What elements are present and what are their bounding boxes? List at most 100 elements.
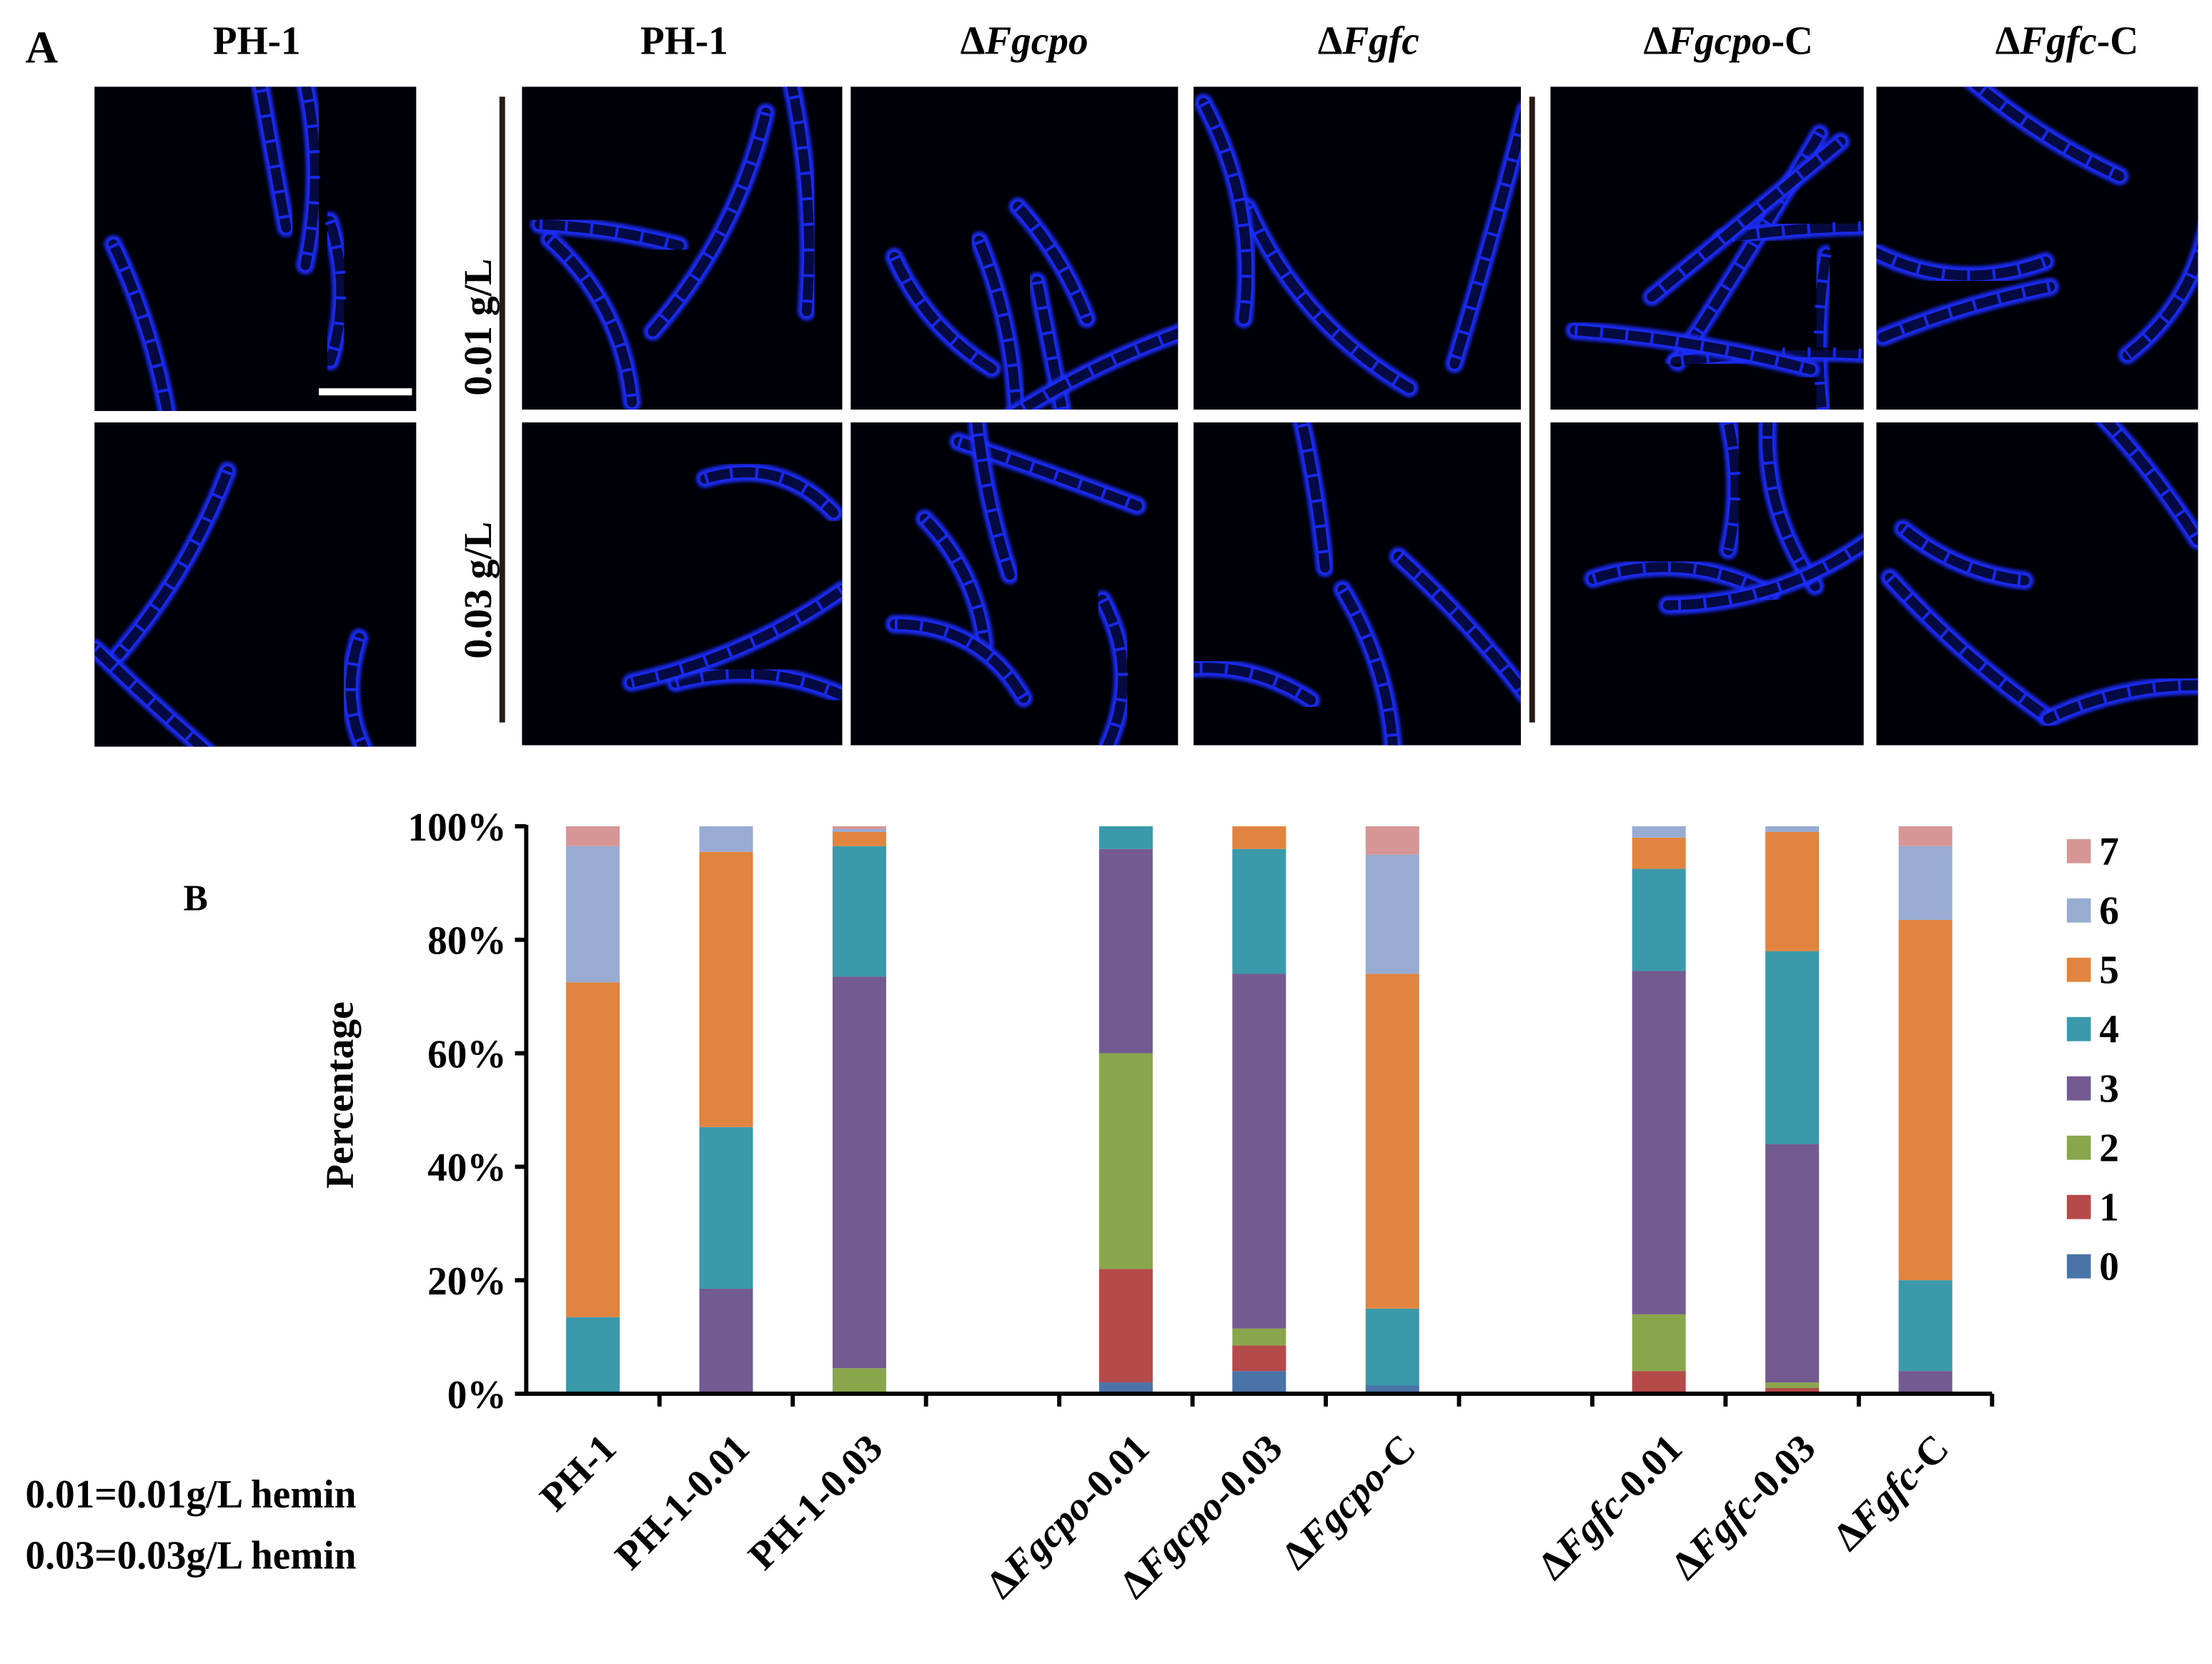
- bar-segment-5-4: [1232, 826, 1286, 849]
- bar-segment-5-7: [1765, 831, 1820, 951]
- legend-label: 5: [2099, 949, 2119, 992]
- bar-segment-3-2: [832, 976, 886, 1369]
- single-column-title: PH-1: [213, 19, 301, 63]
- bar-segment-4-5: [1365, 1308, 1419, 1385]
- legend-item-1: 1: [2066, 1186, 2119, 1230]
- legend-label: 4: [2099, 1008, 2119, 1051]
- conidium-septa: [1098, 597, 1129, 746]
- bar-segment-6-7: [1765, 826, 1820, 832]
- x-tick-label-5: ΔFgcpo-C: [1274, 1426, 1424, 1578]
- bar-segment-3-8: [1898, 1371, 1953, 1394]
- conidium-interior: [1662, 538, 1864, 610]
- column-title-1-gene: Fgcpo: [984, 19, 1088, 63]
- conidium-interior: [1569, 325, 1816, 375]
- y-tick-label: 20%: [427, 1260, 507, 1304]
- x-tick-label-7: ΔFgfc-0.03: [1663, 1426, 1824, 1588]
- bar-segment-4-4: [1232, 848, 1286, 974]
- x-tick-label-0: PH-1: [532, 1426, 625, 1520]
- panel-b-label: B: [184, 878, 208, 918]
- legend-swatch: [2066, 1016, 2091, 1041]
- bar-segment-3-4: [1232, 974, 1286, 1329]
- legend-swatch: [2066, 1254, 2091, 1279]
- scale-bar: [319, 388, 412, 396]
- bar-segment-2-2: [832, 1368, 886, 1394]
- x-tick-label-2-suffix: PH-1-0.03: [740, 1426, 891, 1578]
- bar-segment-7-0: [566, 826, 620, 846]
- bar-segment-2-3: [1098, 1053, 1153, 1269]
- micrograph-8: [1550, 86, 1864, 410]
- conidium-interior: [648, 107, 771, 337]
- conidium-septa: [1880, 282, 2051, 342]
- legend-label: 1: [2099, 1186, 2119, 1229]
- legend-label: 2: [2099, 1126, 2119, 1170]
- bar-segment-5-5: [1365, 974, 1419, 1309]
- conidium-interior: [1970, 86, 2125, 182]
- y-tick-label: 100%: [407, 806, 506, 850]
- conidium-septa: [1674, 347, 1864, 367]
- row-label-0.03: 0.03 g/L: [457, 522, 500, 659]
- micrograph-9: [1876, 86, 2198, 410]
- bar-segment-4-3: [1098, 826, 1153, 849]
- column-title-3-suffix: -C: [1771, 19, 1812, 63]
- conidium-interior: [1032, 276, 1068, 410]
- conidium-interior: [919, 513, 990, 648]
- conidium-interior: [2101, 422, 2198, 545]
- micrograph-2: [522, 86, 843, 410]
- conidium-interior: [108, 239, 172, 412]
- legend-label: 3: [2099, 1067, 2119, 1111]
- micrograph-background: [94, 86, 417, 412]
- bar-segment-3-6: [1632, 971, 1686, 1314]
- legend-item-4: 4: [2066, 1008, 2119, 1052]
- column-titles: PH-1 ΔFgcpo ΔFgfc ΔFgcpo-C ΔFgfc-C: [640, 19, 2138, 63]
- y-tick-label: 0%: [447, 1374, 507, 1417]
- bar-segment-0-4: [1232, 1371, 1286, 1394]
- conidium-interior: [1012, 327, 1179, 410]
- y-tick-label: 60%: [427, 1033, 507, 1076]
- bar-segment-0-3: [1098, 1382, 1153, 1394]
- legend-swatch: [2066, 1194, 2091, 1219]
- column-title-3-delta: Δ: [1644, 19, 1669, 63]
- conidium-interior: [1013, 202, 1092, 324]
- bar-segment-2-4: [1232, 1328, 1286, 1346]
- column-title-3-gene: Fgcpo: [1667, 19, 1771, 63]
- conidium-interior: [1194, 663, 1316, 705]
- bar-segment-6-6: [1632, 826, 1686, 838]
- bar-segment-6-1: [699, 826, 753, 852]
- series-1: [1098, 1269, 1820, 1394]
- legend-item-2: 2: [2066, 1126, 2119, 1171]
- conidium-septa: [894, 619, 1028, 701]
- column-title-3: ΔFgcpo-C: [1644, 19, 1813, 63]
- series-3: [699, 848, 1953, 1394]
- legend-label: 7: [2099, 831, 2119, 874]
- micrograph-3: [850, 86, 1179, 410]
- conidium-septa: [114, 469, 232, 658]
- bar-segment-6-2: [832, 828, 886, 832]
- bar-segment-1-6: [1632, 1371, 1686, 1394]
- micrograph-6: [850, 422, 1179, 746]
- conidium-interior: [700, 467, 839, 518]
- bar-segment-5-6: [1632, 837, 1686, 869]
- column-title-4: ΔFgfc-C: [1995, 19, 2138, 63]
- conidium-interior: [1647, 137, 1846, 302]
- bar-segment-7-8: [1898, 826, 1953, 846]
- footnote-0.03: 0.03=0.03g/L hemin: [26, 1534, 357, 1578]
- bar-segment-4-0: [566, 1317, 620, 1394]
- micrograph-5: [522, 422, 843, 746]
- bar-segment-2-7: [1765, 1382, 1820, 1388]
- bar-segment-5-8: [1898, 920, 1953, 1281]
- y-tick-label: 40%: [427, 1147, 507, 1190]
- series-6: [566, 826, 1953, 983]
- series-5: [566, 826, 1953, 1317]
- column-title-4-suffix: -C: [2097, 19, 2138, 63]
- conidium-interior: [345, 633, 369, 747]
- micrograph-0: [94, 86, 417, 412]
- separator-right: [1529, 96, 1535, 723]
- micrograph-10: [1550, 422, 1864, 746]
- conidium-interior: [324, 216, 347, 366]
- bar-segment-4-7: [1765, 951, 1820, 1144]
- column-title-0: PH-1: [640, 19, 728, 63]
- column-title-1: ΔFgcpo: [961, 19, 1088, 63]
- bar-segment-5-0: [566, 982, 620, 1317]
- bar-segment-5-1: [699, 851, 753, 1127]
